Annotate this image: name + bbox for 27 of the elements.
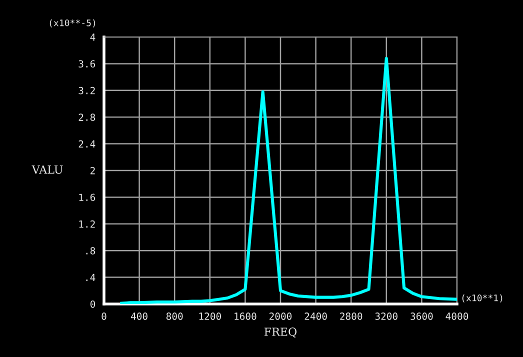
y-tick-label: 2 <box>90 167 95 174</box>
y-tick-label: 3.6 <box>78 60 96 68</box>
x-axis-title: FREQ <box>264 328 297 338</box>
x-tick-label: 2800 <box>340 312 362 320</box>
x-tick-label: 800 <box>166 312 183 320</box>
x-tick-label: 1200 <box>199 312 221 320</box>
x-tick-label: 0 <box>102 312 106 320</box>
x-tick-label: 2400 <box>304 312 327 320</box>
y-tick-label: 2.4 <box>78 140 96 148</box>
x-tick-label: 3200 <box>375 312 398 320</box>
y-axis-title: VALU <box>32 165 63 174</box>
y-tick-label: .8 <box>86 247 96 254</box>
x-tick-label: 3600 <box>410 312 433 320</box>
text: (x10**1) <box>462 294 502 302</box>
y-tick-label: 1.6 <box>79 194 96 202</box>
y-tick-label: 1.2 <box>79 220 95 228</box>
x-tick-label: 4000 <box>446 312 468 320</box>
y-tick-label: 0 <box>90 300 96 308</box>
x-tick-label: 400 <box>131 312 148 320</box>
y-tick-label: 4 <box>90 34 96 41</box>
line-series <box>120 56 457 304</box>
y-tick-label: .4 <box>86 274 96 282</box>
x-tick-label: 1600 <box>234 312 256 320</box>
x-tick-label: 2000 <box>270 312 292 320</box>
y-tick-label: 3.2 <box>78 86 95 94</box>
text: (x10**-5) <box>50 19 96 28</box>
y-tick-label: 2.8 <box>78 114 96 121</box>
